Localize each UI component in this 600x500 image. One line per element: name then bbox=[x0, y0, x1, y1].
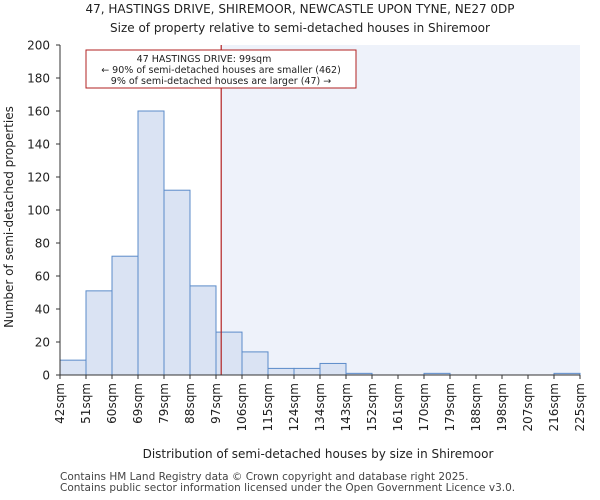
y-ticks-group: 0 20 40 60 80 100 120 140 160 180 200 bbox=[27, 39, 60, 383]
y-tick-label: 80 bbox=[35, 237, 50, 251]
bar-115sqm bbox=[267, 367, 295, 376]
x-tick-label: 88sqm bbox=[183, 383, 197, 424]
x-axis-label: Distribution of semi-detached houses by … bbox=[143, 447, 494, 461]
annotation-line3: 9% of semi-detached houses are larger (4… bbox=[111, 76, 331, 87]
y-tick-label: 160 bbox=[27, 105, 50, 119]
bar-124sqm bbox=[293, 367, 321, 376]
y-tick-label: 140 bbox=[27, 138, 50, 152]
bar-42sqm bbox=[59, 359, 87, 376]
bar-134sqm bbox=[319, 362, 347, 376]
x-tick-label: 216sqm bbox=[547, 383, 561, 431]
footer-line2: Contains public sector information licen… bbox=[60, 482, 516, 494]
bar-88sqm bbox=[189, 285, 217, 376]
y-tick-label: 180 bbox=[27, 72, 50, 86]
x-tick-label: 161sqm bbox=[391, 383, 405, 431]
x-tick-label: 170sqm bbox=[417, 383, 431, 431]
x-tick-label: 143sqm bbox=[339, 383, 353, 431]
x-tick-label: 198sqm bbox=[495, 383, 509, 431]
y-tick-label: 20 bbox=[35, 336, 50, 350]
bar-51sqm bbox=[85, 290, 113, 376]
bars-group bbox=[59, 110, 581, 376]
x-tick-label: 124sqm bbox=[287, 383, 301, 431]
chart-title-line1: 47, HASTINGS DRIVE, SHIREMOOR, NEWCASTLE… bbox=[85, 2, 514, 16]
chart-title-line2: Size of property relative to semi-detach… bbox=[110, 21, 490, 35]
shaded-region bbox=[221, 45, 580, 375]
x-tick-label: 225sqm bbox=[573, 383, 587, 431]
x-tick-label: 97sqm bbox=[209, 383, 223, 424]
x-tick-label: 152sqm bbox=[365, 383, 379, 431]
x-ticks-group: 42sqm 51sqm 60sqm 69sqm 79sqm 88sqm 97sqm 106sq… bbox=[53, 375, 587, 431]
x-tick-label: 79sqm bbox=[157, 383, 171, 424]
x-tick-label: 51sqm bbox=[79, 383, 93, 424]
x-tick-label: 179sqm bbox=[443, 383, 457, 431]
y-tick-label: 60 bbox=[35, 270, 50, 284]
footer-line1: Contains HM Land Registry data © Crown c… bbox=[60, 471, 469, 483]
y-tick-label: 0 bbox=[42, 369, 50, 383]
x-tick-label: 60sqm bbox=[105, 383, 119, 424]
x-tick-label: 188sqm bbox=[469, 383, 483, 431]
x-tick-label: 134sqm bbox=[313, 383, 327, 431]
footer: Contains HM Land Registry data © Crown c… bbox=[60, 472, 515, 494]
bar-60sqm bbox=[111, 255, 139, 376]
y-tick-label: 200 bbox=[27, 39, 50, 53]
bar-106sqm bbox=[241, 351, 269, 376]
y-tick-label: 40 bbox=[35, 303, 50, 317]
x-tick-label: 42sqm bbox=[53, 383, 67, 424]
x-tick-label: 106sqm bbox=[235, 383, 249, 431]
y-tick-label: 120 bbox=[27, 171, 50, 185]
y-tick-label: 100 bbox=[27, 204, 50, 218]
x-tick-label: 207sqm bbox=[521, 383, 535, 431]
x-tick-label: 115sqm bbox=[261, 383, 275, 431]
bar-97sqm bbox=[215, 331, 243, 376]
bar-69sqm bbox=[137, 110, 165, 376]
y-axis-label: Number of semi-detached properties bbox=[2, 106, 16, 328]
annotation-box: 47 HASTINGS DRIVE: 99sqm ← 90% of semi-d… bbox=[85, 49, 357, 89]
bar-79sqm bbox=[163, 189, 191, 376]
annotation-line2: ← 90% of semi-detached houses are smalle… bbox=[101, 65, 341, 76]
annotation-line1: 47 HASTINGS DRIVE: 99sqm bbox=[137, 54, 272, 65]
x-tick-label: 69sqm bbox=[131, 383, 145, 424]
